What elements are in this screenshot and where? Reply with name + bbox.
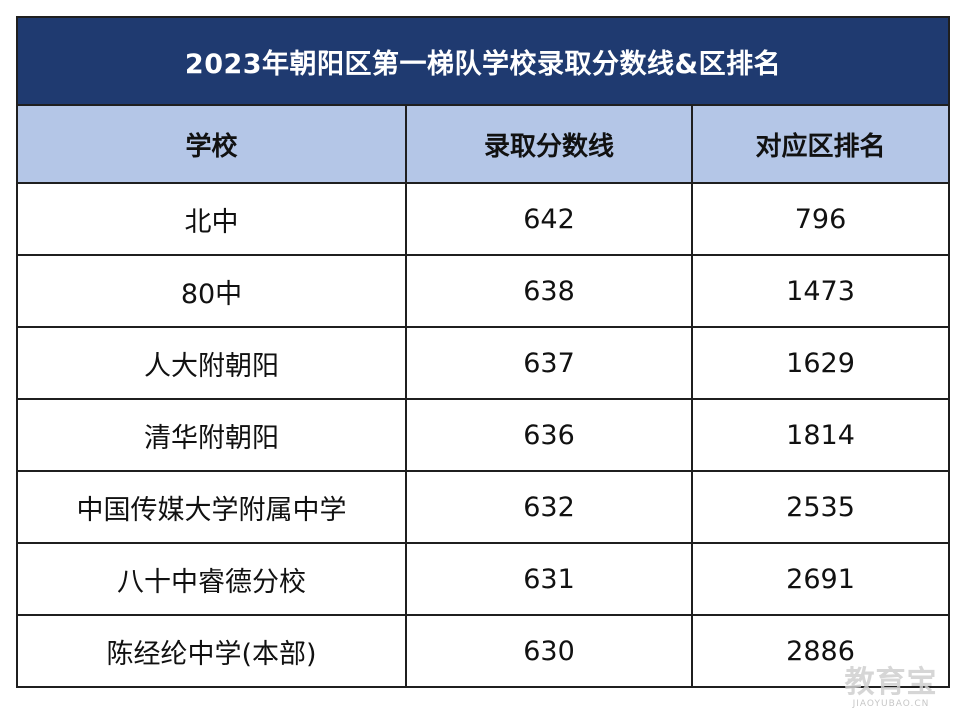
header-rank: 对应区排名 [690,104,951,184]
cell-school: 北中 [16,182,407,256]
cell-score: 638 [405,254,693,328]
cell-score: 631 [405,542,693,616]
cell-school: 八十中睿德分校 [16,542,407,616]
header-row: 学校 录取分数线 对应区排名 [16,104,951,184]
cell-school: 清华附朝阳 [16,398,407,472]
table-row: 八十中睿德分校 631 2691 [16,542,951,616]
score-table-container: 2023年朝阳区第一梯队学校录取分数线&区排名 学校 录取分数线 对应区排名 北… [15,16,951,688]
cell-score: 630 [405,614,693,688]
cell-rank: 1473 [690,254,951,328]
cell-rank: 796 [690,182,951,256]
title-row: 2023年朝阳区第一梯队学校录取分数线&区排名 [15,16,951,106]
score-table: 2023年朝阳区第一梯队学校录取分数线&区排名 学校 录取分数线 对应区排名 北… [15,16,951,688]
cell-score: 642 [405,182,693,256]
table-row: 清华附朝阳 636 1814 [16,398,951,472]
cell-rank: 1629 [690,326,951,400]
table-row: 北中 642 796 [16,182,951,256]
cell-school: 80中 [16,254,407,328]
header-school: 学校 [16,104,407,184]
header-score: 录取分数线 [405,104,693,184]
table-row: 80中 638 1473 [16,254,951,328]
watermark-sub-text: JIAOYUBAO.CN [852,699,930,709]
table-row: 陈经纶中学(本部) 630 2886 [16,614,951,688]
cell-score: 632 [405,470,693,544]
table-row: 中国传媒大学附属中学 632 2535 [16,470,951,544]
cell-score: 637 [405,326,693,400]
cell-rank: 1814 [690,398,951,472]
cell-rank: 2886 [690,614,951,688]
cell-score: 636 [405,398,693,472]
table-title: 2023年朝阳区第一梯队学校录取分数线&区排名 [15,16,951,106]
cell-school: 人大附朝阳 [16,326,407,400]
table-row: 人大附朝阳 637 1629 [16,326,951,400]
cell-school: 中国传媒大学附属中学 [16,470,407,544]
cell-rank: 2535 [690,470,951,544]
cell-school: 陈经纶中学(本部) [16,614,407,688]
cell-rank: 2691 [690,542,951,616]
